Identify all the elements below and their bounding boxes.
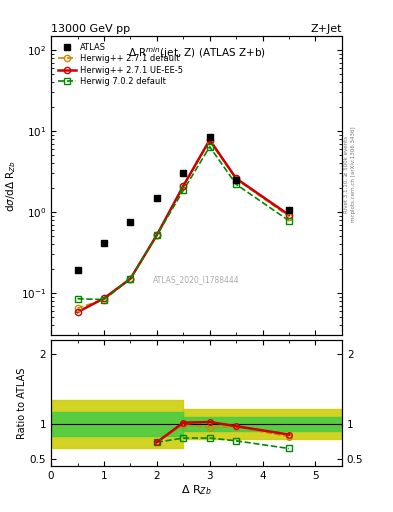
Legend: ATLAS, Herwig++ 2.7.1 default, Herwig++ 2.7.1 UE-EE-5, Herwig 7.0.2 default: ATLAS, Herwig++ 2.7.1 default, Herwig++ … — [55, 40, 186, 89]
Text: 13000 GeV pp: 13000 GeV pp — [51, 24, 130, 34]
Y-axis label: Ratio to ATLAS: Ratio to ATLAS — [17, 368, 27, 439]
Text: mcplots.cern.ch [arXiv:1306.3436]: mcplots.cern.ch [arXiv:1306.3436] — [351, 126, 356, 222]
Text: ATLAS_2020_I1788444: ATLAS_2020_I1788444 — [153, 275, 240, 285]
Y-axis label: d$\sigma$/d$\Delta$ R$_{Zb}$: d$\sigma$/d$\Delta$ R$_{Zb}$ — [4, 160, 18, 211]
Text: Z+Jet: Z+Jet — [310, 24, 342, 34]
Text: Rivet 3.1.10, ≥ 500k events: Rivet 3.1.10, ≥ 500k events — [344, 136, 349, 212]
Text: $\Delta$ R$^{min}$(jet, Z) (ATLAS Z+b): $\Delta$ R$^{min}$(jet, Z) (ATLAS Z+b) — [128, 45, 265, 60]
X-axis label: Δ R$_{Zb}$: Δ R$_{Zb}$ — [181, 483, 212, 497]
